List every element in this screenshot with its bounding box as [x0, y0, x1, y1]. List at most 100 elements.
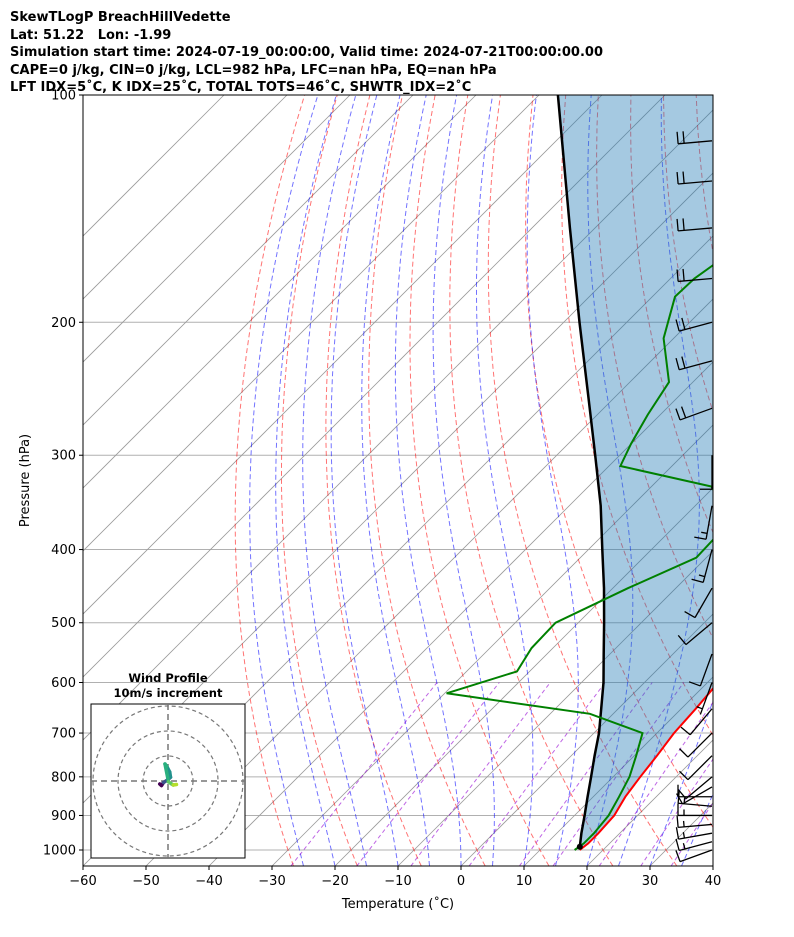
isotherm-line	[83, 109, 713, 741]
isotherm-line	[460, 613, 713, 866]
hodograph-title: Wind Profile	[128, 671, 208, 685]
mixing-ratio-line	[640, 758, 713, 866]
wind-barb-flag	[677, 634, 687, 645]
wind-barb-flag	[675, 319, 680, 332]
wind-barb-flag	[688, 681, 701, 687]
wind-barb-flag	[681, 317, 686, 330]
lcl-marker	[576, 843, 583, 850]
simulation-time-line: Simulation start time: 2024-07-19_00:00:…	[10, 45, 603, 60]
mixing-ratio-line	[670, 801, 713, 866]
wind-barb	[677, 803, 712, 817]
y-tick-label: 1000	[43, 844, 76, 859]
wind-barb-staff	[694, 587, 713, 618]
isotherm-line	[83, 95, 351, 363]
moist-adiabat-line	[361, 95, 430, 866]
wind-barb-flag	[694, 536, 707, 540]
wind-barb	[677, 622, 713, 646]
isotherm-line	[83, 95, 225, 237]
dry-adiabat-line	[325, 95, 422, 866]
wind-barb-flag	[682, 218, 685, 231]
wind-barb-flag	[676, 171, 679, 185]
x-tick-label: 10	[516, 874, 533, 889]
wind-barb-flag	[682, 842, 686, 850]
y-tick-label: 900	[51, 809, 76, 824]
y-tick-label: 800	[51, 770, 76, 785]
y-tick-label: 400	[51, 543, 76, 558]
x-axis-label: Temperature (˚C)	[341, 896, 454, 912]
wind-barb-staff	[687, 732, 713, 758]
x-tick-label: −40	[195, 874, 222, 889]
hodograph-segment	[171, 782, 179, 787]
wind-barb-flag	[675, 838, 680, 851]
wind-barb-flag	[696, 706, 703, 710]
wind-barb-flag	[676, 131, 679, 144]
wind-barb	[676, 131, 713, 145]
wind-barb-flag	[682, 171, 685, 184]
wind-barb-flag	[679, 770, 689, 781]
wind-barb	[676, 815, 713, 829]
isotherm-line	[145, 298, 713, 866]
y-tick-label: 500	[51, 616, 76, 631]
y-tick-label: 100	[51, 89, 76, 104]
wind-barb	[696, 682, 713, 715]
mixing-ratio-line	[410, 682, 551, 866]
hodograph-segment	[163, 762, 171, 784]
isotherm-line	[712, 865, 713, 866]
wind-barb-flag	[675, 850, 681, 862]
dry-adiabat-line	[761, 95, 794, 866]
wind-barb	[675, 786, 713, 805]
wind-barb	[677, 776, 713, 800]
wind-barb-flag	[675, 408, 681, 421]
parcel-profile-line	[556, 95, 606, 847]
dry-adiabat-line	[596, 95, 713, 640]
y-tick-label: 700	[51, 727, 76, 742]
wind-barb	[676, 171, 713, 185]
dry-adiabat-line	[525, 95, 713, 829]
mixing-ratio-line	[290, 682, 438, 866]
wind-barb-flag	[676, 218, 679, 231]
wind-barb	[675, 849, 713, 863]
wind-barb-flag	[681, 356, 686, 369]
wind-barb	[675, 356, 713, 371]
wind-barb-flag	[684, 611, 696, 619]
wind-barb	[700, 455, 713, 490]
isotherm-line	[83, 95, 477, 489]
moist-adiabat-line	[275, 95, 337, 866]
hodograph-subtitle: 10m/s increment	[114, 686, 223, 700]
wind-barb-flag	[682, 820, 685, 827]
wind-barb	[688, 653, 713, 687]
moist-adiabat-line	[649, 699, 713, 866]
wind-barb-flag	[682, 268, 685, 281]
x-tick-label: −30	[258, 874, 285, 889]
moist-adiabat-line	[586, 95, 634, 866]
chart-title-block: SkewTLogP BreachHillVedette Lat: 51.22 L…	[10, 9, 790, 97]
location-line: Lat: 51.22 Lon: -1.99	[10, 27, 172, 43]
moist-adiabat-line	[330, 95, 399, 866]
wind-barb-staff	[682, 786, 713, 805]
dry-adiabat-line	[449, 95, 614, 866]
dry-adiabat-line	[234, 95, 306, 866]
wind-barb-staff	[689, 708, 713, 736]
wind-barb-flag	[676, 269, 679, 282]
x-tick-label: 40	[705, 874, 722, 889]
dry-adiabat-line	[368, 95, 486, 866]
dry-adiabat-line	[561, 95, 713, 737]
wind-barb-flag	[677, 789, 687, 800]
wind-barb-staff	[687, 755, 713, 781]
mixing-ratio-line	[468, 682, 606, 866]
moist-adiabat-line	[432, 95, 495, 866]
wind-barb-flag	[682, 131, 685, 144]
wind-barb-flag	[691, 578, 704, 584]
wind-barb-flag	[680, 726, 691, 736]
wind-barb	[675, 406, 713, 421]
x-tick-label: −60	[69, 874, 96, 889]
wind-barb	[675, 317, 713, 332]
wind-barb	[679, 732, 713, 758]
wind-barb-flag	[701, 531, 708, 534]
cin-shading	[557, 95, 713, 847]
y-tick-label: 600	[51, 676, 76, 691]
temperature-line	[579, 687, 713, 851]
moist-adiabat-line	[712, 864, 713, 866]
dry-adiabat-line	[729, 95, 794, 866]
wind-barb-flag	[675, 357, 680, 370]
